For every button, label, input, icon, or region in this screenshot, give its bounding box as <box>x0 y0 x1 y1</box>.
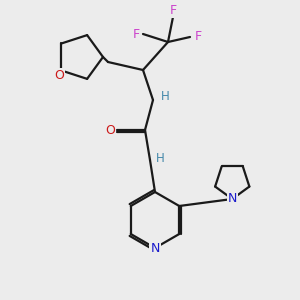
Text: F: F <box>169 4 177 16</box>
Text: F: F <box>132 28 140 40</box>
Text: H: H <box>156 152 164 164</box>
Text: N: N <box>150 242 160 256</box>
Text: O: O <box>55 69 64 82</box>
Text: N: N <box>228 193 237 206</box>
Text: H: H <box>160 91 169 103</box>
Text: F: F <box>194 31 202 44</box>
Text: O: O <box>105 124 115 136</box>
